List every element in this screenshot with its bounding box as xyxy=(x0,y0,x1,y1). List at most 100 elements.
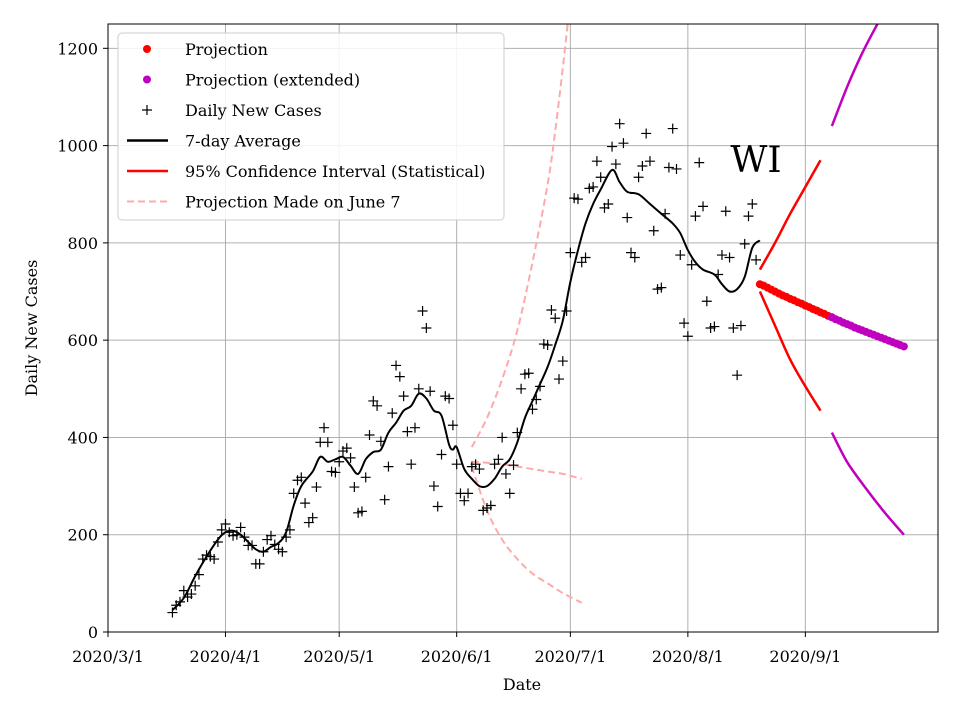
daily-cases-marker xyxy=(716,250,727,261)
legend-box xyxy=(117,32,505,221)
daily-cases-marker xyxy=(663,162,674,173)
daily-cases-marker xyxy=(701,296,712,307)
x-tick-label: 2020/5/1 xyxy=(303,647,375,666)
daily-cases-marker xyxy=(504,488,515,499)
daily-cases-marker xyxy=(500,468,511,479)
legend-dot-marker xyxy=(143,45,151,53)
daily-cases-marker xyxy=(383,461,394,472)
daily-cases-marker xyxy=(379,494,390,505)
daily-cases-marker xyxy=(603,198,614,209)
daily-cases-marker xyxy=(641,128,652,139)
daily-cases-marker xyxy=(735,320,746,331)
daily-cases-marker xyxy=(656,282,667,293)
daily-cases-marker xyxy=(474,464,485,475)
daily-cases-marker xyxy=(546,305,557,316)
daily-cases-marker xyxy=(493,454,504,465)
daily-cases-marker xyxy=(345,452,356,463)
daily-cases-marker xyxy=(591,156,602,167)
daily-cases-marker xyxy=(341,443,352,454)
daily-cases-marker xyxy=(444,393,455,404)
daily-cases-marker xyxy=(679,318,690,329)
daily-cases-marker xyxy=(751,254,762,265)
y-axis-title: Daily New Cases xyxy=(22,260,41,397)
daily-cases-marker xyxy=(622,212,633,223)
daily-cases-marker xyxy=(523,368,534,379)
daily-cases-marker xyxy=(485,500,496,511)
daily-cases-marker xyxy=(216,524,227,535)
daily-cases-marker xyxy=(394,371,405,382)
daily-cases-marker xyxy=(618,138,629,149)
daily-cases-marker xyxy=(554,374,565,385)
series-group xyxy=(167,24,908,618)
daily-cases-marker xyxy=(265,530,276,541)
state-annotation: WI xyxy=(730,140,781,181)
daily-cases-marker xyxy=(459,495,470,506)
daily-cases-marker xyxy=(398,391,409,402)
daily-cases-marker xyxy=(629,252,640,263)
daily-cases-marker xyxy=(391,360,402,371)
daily-cases-marker xyxy=(322,437,333,448)
daily-cases-marker xyxy=(686,259,697,270)
y-tick-label: 1200 xyxy=(57,39,98,58)
legend-label: Projection Made on June 7 xyxy=(185,193,401,212)
daily-cases-marker xyxy=(413,383,424,394)
x-tick-label: 2020/9/1 xyxy=(769,647,841,666)
daily-cases-marker xyxy=(409,422,420,433)
legend-label: 7-day Average xyxy=(185,132,301,151)
june7-projection-center-line xyxy=(471,460,582,480)
daily-cases-marker xyxy=(671,163,682,174)
daily-cases-marker xyxy=(648,225,659,236)
legend-label: 95% Confidence Interval (Statistical) xyxy=(185,162,485,181)
daily-cases-marker xyxy=(580,252,591,263)
daily-cases-marker xyxy=(425,386,436,397)
y-tick-label: 0 xyxy=(88,623,98,642)
legend-dot-marker xyxy=(143,75,151,84)
seven-day-average-line xyxy=(171,168,761,611)
y-tick-label: 600 xyxy=(67,331,98,350)
y-axis: 0 200 400 600 800 1000 1200 xyxy=(57,39,108,642)
daily-cases-marker xyxy=(319,422,330,433)
daily-cases-marker xyxy=(372,400,383,411)
legend-entry: Projection (extended) xyxy=(143,71,360,90)
legend-label: Projection (extended) xyxy=(185,71,360,90)
daily-cases-marker xyxy=(720,206,731,217)
legend-entry: 7-day Average xyxy=(127,132,301,151)
daily-cases-marker xyxy=(436,449,447,460)
daily-cases-marker xyxy=(644,156,655,167)
x-tick-label: 2020/6/1 xyxy=(421,647,493,666)
daily-cases-marker xyxy=(743,211,754,222)
daily-cases-marker xyxy=(463,488,474,499)
plot-frame xyxy=(107,23,939,633)
y-tick-label: 1000 xyxy=(57,137,98,156)
daily-cases-marker xyxy=(516,383,527,394)
legend-entry: Projection Made on June 7 xyxy=(127,193,401,212)
daily-cases-marker xyxy=(406,459,417,470)
daily-cases-marker xyxy=(209,554,220,565)
daily-cases-marker xyxy=(637,161,648,172)
daily-cases-marker xyxy=(235,522,246,533)
daily-cases-marker xyxy=(633,172,644,183)
daily-cases-marker xyxy=(607,141,618,152)
legend-label: Projection xyxy=(185,40,268,59)
daily-cases-marker xyxy=(747,198,758,209)
daily-cases-marker xyxy=(451,459,462,470)
daily-cases-marker xyxy=(360,472,371,483)
x-tick-label: 2020/7/1 xyxy=(534,647,606,666)
daily-cases-marker xyxy=(694,157,705,168)
daily-cases-marker xyxy=(682,331,693,342)
x-axis: 2020/3/1 2020/4/1 2020/5/1 2020/6/1 2020/7/1… xyxy=(72,632,841,666)
daily-cases-marker xyxy=(728,323,739,333)
daily-cases-marker xyxy=(595,172,606,183)
x-tick-label: 2020/4/1 xyxy=(190,647,262,666)
june7-projection-upper-line xyxy=(470,24,569,448)
daily-cases-marker xyxy=(307,512,318,523)
daily-cases-marker xyxy=(447,420,458,431)
daily-cases-marker xyxy=(349,482,360,493)
y-tick-label: 800 xyxy=(67,234,98,253)
daily-cases-marker xyxy=(421,323,432,333)
daily-cases-marker xyxy=(614,118,625,129)
daily-cases-marker xyxy=(186,589,197,600)
daily-cases-marker xyxy=(561,305,572,316)
x-tick-label: 2020/3/1 xyxy=(72,647,144,666)
daily-cases-marker xyxy=(277,546,288,557)
